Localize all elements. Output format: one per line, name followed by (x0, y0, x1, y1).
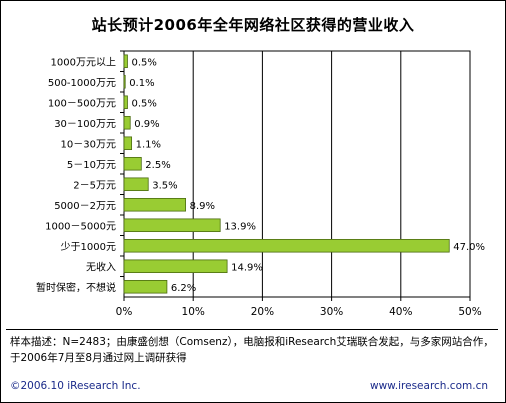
category-label: 1000万元以上 (51, 56, 116, 68)
bar (123, 136, 133, 151)
category-label: 无收入 (86, 260, 116, 273)
value-label: 1.1% (136, 139, 161, 150)
value-label: 14.9% (231, 262, 263, 273)
x-tick-label: 50% (458, 306, 481, 318)
bar (123, 197, 186, 212)
note-divider (6, 329, 498, 370)
value-label: 0.9% (134, 119, 159, 130)
category-label: 5000－2万元 (54, 201, 116, 212)
bar (123, 259, 228, 274)
value-label: 3.5% (152, 180, 177, 191)
value-label: 13.9% (224, 221, 256, 232)
category-label: 10－30万元 (61, 139, 116, 150)
bar (123, 54, 128, 69)
bar (123, 238, 450, 253)
sample-note: 样本描述：N=2483；由康盛创想（Comsenz），电脑报和iResearch… (10, 336, 494, 364)
value-label: 0.1% (129, 78, 154, 89)
category-label: 500-1000万元 (48, 78, 116, 89)
category-label: 5－10万元 (67, 160, 116, 171)
x-tick-label: 10% (182, 306, 205, 318)
website-link[interactable]: www.iresearch.com.cn (369, 380, 488, 392)
bar (123, 115, 131, 130)
chart-title: 站长预计2006年全年网络社区获得的营业收入 (91, 16, 415, 34)
copyright-text: ©2006.10 iResearch Inc. (10, 380, 141, 392)
value-label: 2.5% (145, 160, 170, 171)
x-tick-label: 0% (116, 306, 133, 318)
bar (123, 74, 126, 89)
bar (123, 218, 221, 233)
bar (123, 95, 128, 110)
x-tick-label: 30% (320, 306, 343, 318)
category-label: 暂时保密，不想说 (36, 281, 116, 294)
value-label: 6.2% (171, 283, 196, 294)
value-label: 8.9% (190, 201, 215, 212)
bar (123, 279, 168, 294)
x-tick-label: 20% (251, 306, 274, 318)
category-label: 30－100万元 (54, 119, 116, 130)
category-label: 1000－5000元 (45, 221, 116, 232)
value-label: 47.0% (453, 242, 485, 253)
value-label: 0.5% (131, 98, 156, 109)
category-label: 100－500万元 (48, 98, 116, 109)
x-tick-label: 40% (389, 306, 412, 318)
category-label: 2－5万元 (73, 180, 116, 191)
category-label: 少于1000元 (61, 241, 116, 253)
bar (123, 156, 142, 171)
bar (123, 177, 149, 192)
value-label: 0.5% (131, 57, 156, 68)
